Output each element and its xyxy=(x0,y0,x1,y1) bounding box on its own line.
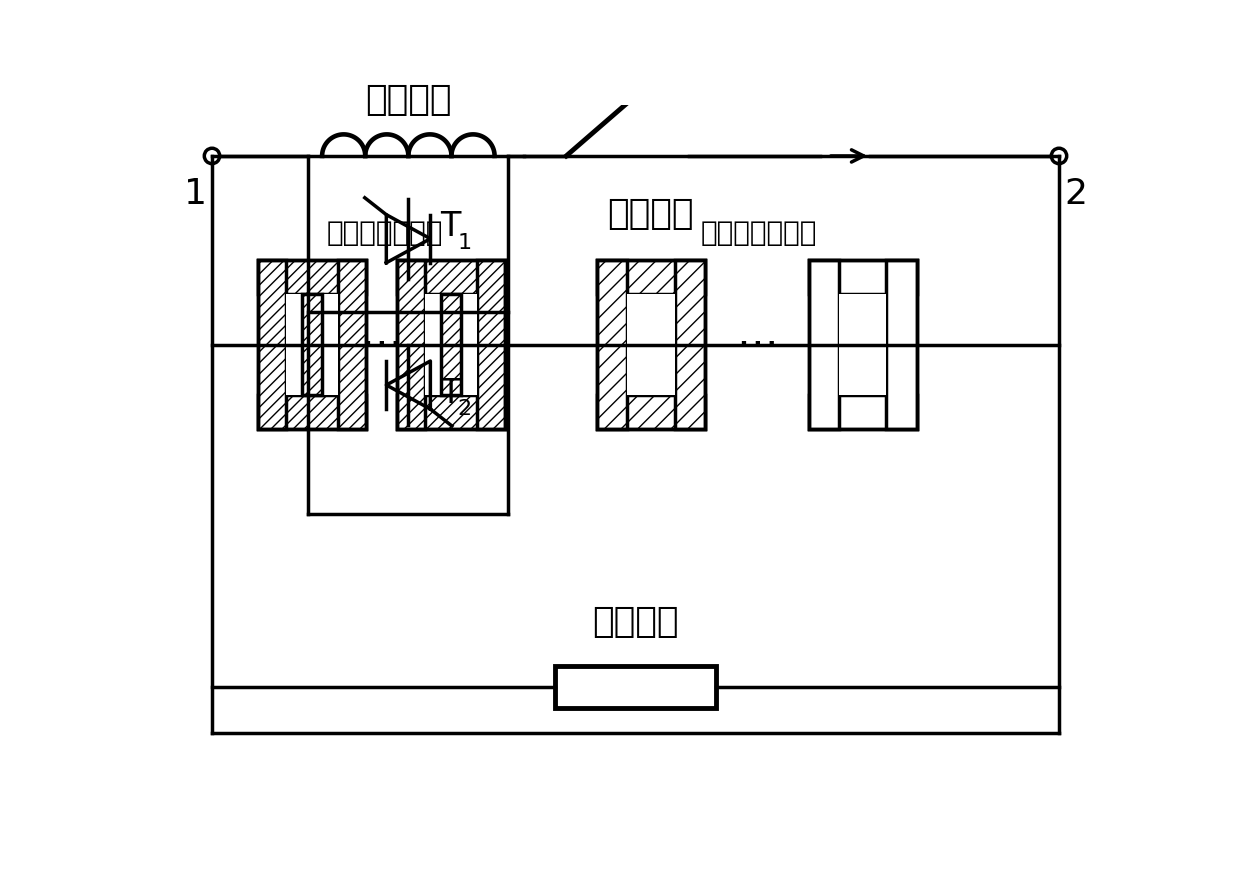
Bar xyxy=(397,260,425,429)
Bar xyxy=(808,260,839,429)
Bar xyxy=(596,260,704,429)
Text: 转移电感: 转移电感 xyxy=(365,83,451,117)
Bar xyxy=(397,260,505,293)
Text: T: T xyxy=(440,210,460,244)
Text: ⋯: ⋯ xyxy=(737,323,777,365)
Bar xyxy=(397,395,505,429)
Text: 分流电阵: 分流电阵 xyxy=(593,605,678,639)
Bar xyxy=(441,293,460,395)
Bar xyxy=(258,260,286,429)
Bar xyxy=(808,260,916,429)
Bar xyxy=(303,293,322,395)
Bar xyxy=(286,293,339,395)
Bar xyxy=(258,260,366,293)
Text: T: T xyxy=(440,377,460,410)
Bar xyxy=(808,395,916,429)
Bar xyxy=(339,260,366,429)
Text: 1: 1 xyxy=(184,178,207,211)
Bar xyxy=(258,260,366,429)
Bar xyxy=(476,260,505,429)
Text: ⋯: ⋯ xyxy=(361,323,402,365)
Text: 快速开关: 快速开关 xyxy=(608,197,694,230)
Text: 2: 2 xyxy=(458,399,472,420)
Bar xyxy=(554,666,717,709)
Bar xyxy=(596,395,704,429)
Bar xyxy=(258,395,366,429)
Bar xyxy=(596,260,704,293)
Bar xyxy=(397,260,505,429)
Bar xyxy=(839,293,887,395)
Text: 固定式限流单元: 固定式限流单元 xyxy=(701,219,817,247)
Bar xyxy=(425,293,476,395)
Bar xyxy=(627,293,675,395)
Text: 2: 2 xyxy=(1064,178,1087,211)
Text: 可动式限流单元: 可动式限流单元 xyxy=(327,219,444,247)
Text: 1: 1 xyxy=(458,233,472,253)
Bar xyxy=(675,260,704,429)
Bar xyxy=(887,260,916,429)
Bar xyxy=(808,260,916,293)
Bar xyxy=(596,260,627,429)
